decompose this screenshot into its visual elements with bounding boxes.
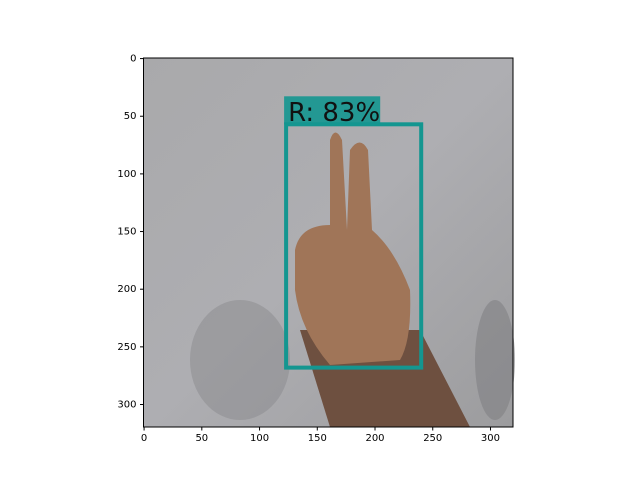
x-tick-label: 150 (308, 433, 327, 444)
detection-label: R: 83% (288, 98, 380, 128)
y-tick-label: 150 (117, 227, 136, 238)
x-tick-label: 250 (423, 433, 442, 444)
y-tick-label: 250 (117, 342, 136, 353)
axes-frame (143, 57, 514, 428)
x-tick-label: 100 (250, 433, 269, 444)
x-tick-label: 50 (195, 433, 208, 444)
y-tick-label: 300 (117, 400, 136, 411)
y-tick-label: 0 (130, 54, 136, 65)
x-tick-label: 0 (141, 433, 147, 444)
x-tick-label: 200 (365, 433, 384, 444)
label-background (284, 96, 381, 125)
y-tick-label: 100 (117, 169, 136, 180)
y-tick-label: 200 (117, 284, 136, 295)
x-tick-label: 300 (481, 433, 500, 444)
y-tick-label: 50 (124, 111, 137, 122)
